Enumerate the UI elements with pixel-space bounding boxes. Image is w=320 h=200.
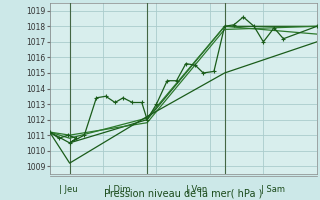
Text: | Sam: | Sam [261,185,285,194]
Text: | Jeu: | Jeu [59,185,77,194]
Text: | Dim: | Dim [108,185,131,194]
Text: Pression niveau de la mer( hPa ): Pression niveau de la mer( hPa ) [104,188,262,198]
Text: | Ven: | Ven [186,185,207,194]
